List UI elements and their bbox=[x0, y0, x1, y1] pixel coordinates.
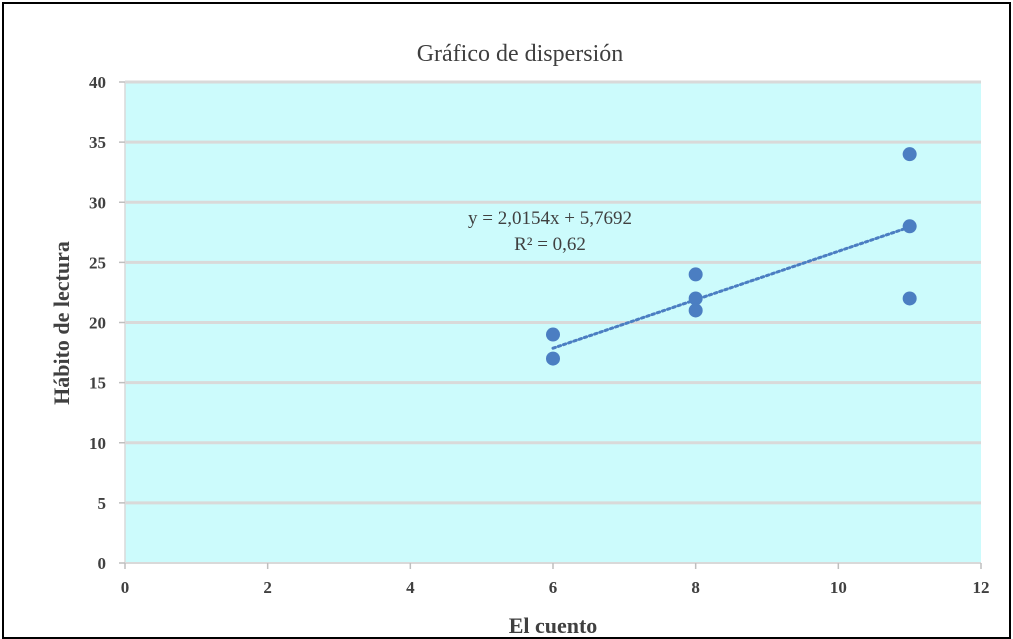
x-tick-labels: 0 2 4 6 8 10 12 bbox=[121, 563, 990, 597]
data-points bbox=[546, 147, 917, 366]
gridlines bbox=[125, 80, 981, 505]
y-tick-label: 40 bbox=[89, 73, 106, 92]
y-tick-label: 0 bbox=[98, 554, 107, 573]
x-tick-label: 8 bbox=[691, 578, 700, 597]
data-point bbox=[688, 291, 703, 306]
y-tick-label: 20 bbox=[89, 314, 106, 333]
y-tick-label: 5 bbox=[98, 494, 107, 513]
y-axis-label: Hábito de lectura bbox=[49, 241, 74, 405]
x-axis-label: El cuento bbox=[509, 613, 598, 638]
y-tick-labels: 0 5 10 15 20 25 30 35 40 bbox=[89, 73, 125, 573]
trendline-group bbox=[551, 225, 912, 350]
y-tick-label: 10 bbox=[89, 434, 106, 453]
x-tick-label: 6 bbox=[549, 578, 558, 597]
chart-title: Gráfico de dispersión bbox=[417, 41, 624, 67]
x-tick-label: 2 bbox=[263, 578, 272, 597]
y-tick-label: 35 bbox=[89, 133, 106, 152]
data-point bbox=[902, 147, 917, 162]
x-tick-label: 12 bbox=[973, 578, 990, 597]
data-point bbox=[688, 303, 703, 318]
trendline-r-squared: R² = 0,62 bbox=[514, 234, 586, 255]
x-tick-label: 4 bbox=[406, 578, 415, 597]
x-tick-label: 0 bbox=[121, 578, 130, 597]
y-tick-label: 30 bbox=[89, 193, 106, 212]
trendline bbox=[551, 225, 912, 350]
y-tick-label: 25 bbox=[89, 253, 106, 272]
x-tick-label: 10 bbox=[830, 578, 847, 597]
y-tick-label: 15 bbox=[89, 374, 106, 393]
data-point bbox=[902, 291, 917, 306]
data-point bbox=[902, 219, 917, 234]
data-point bbox=[546, 327, 560, 342]
trendline-equation: y = 2,0154x + 5,7692 bbox=[468, 208, 632, 229]
data-point bbox=[546, 351, 560, 366]
data-point bbox=[688, 267, 703, 282]
